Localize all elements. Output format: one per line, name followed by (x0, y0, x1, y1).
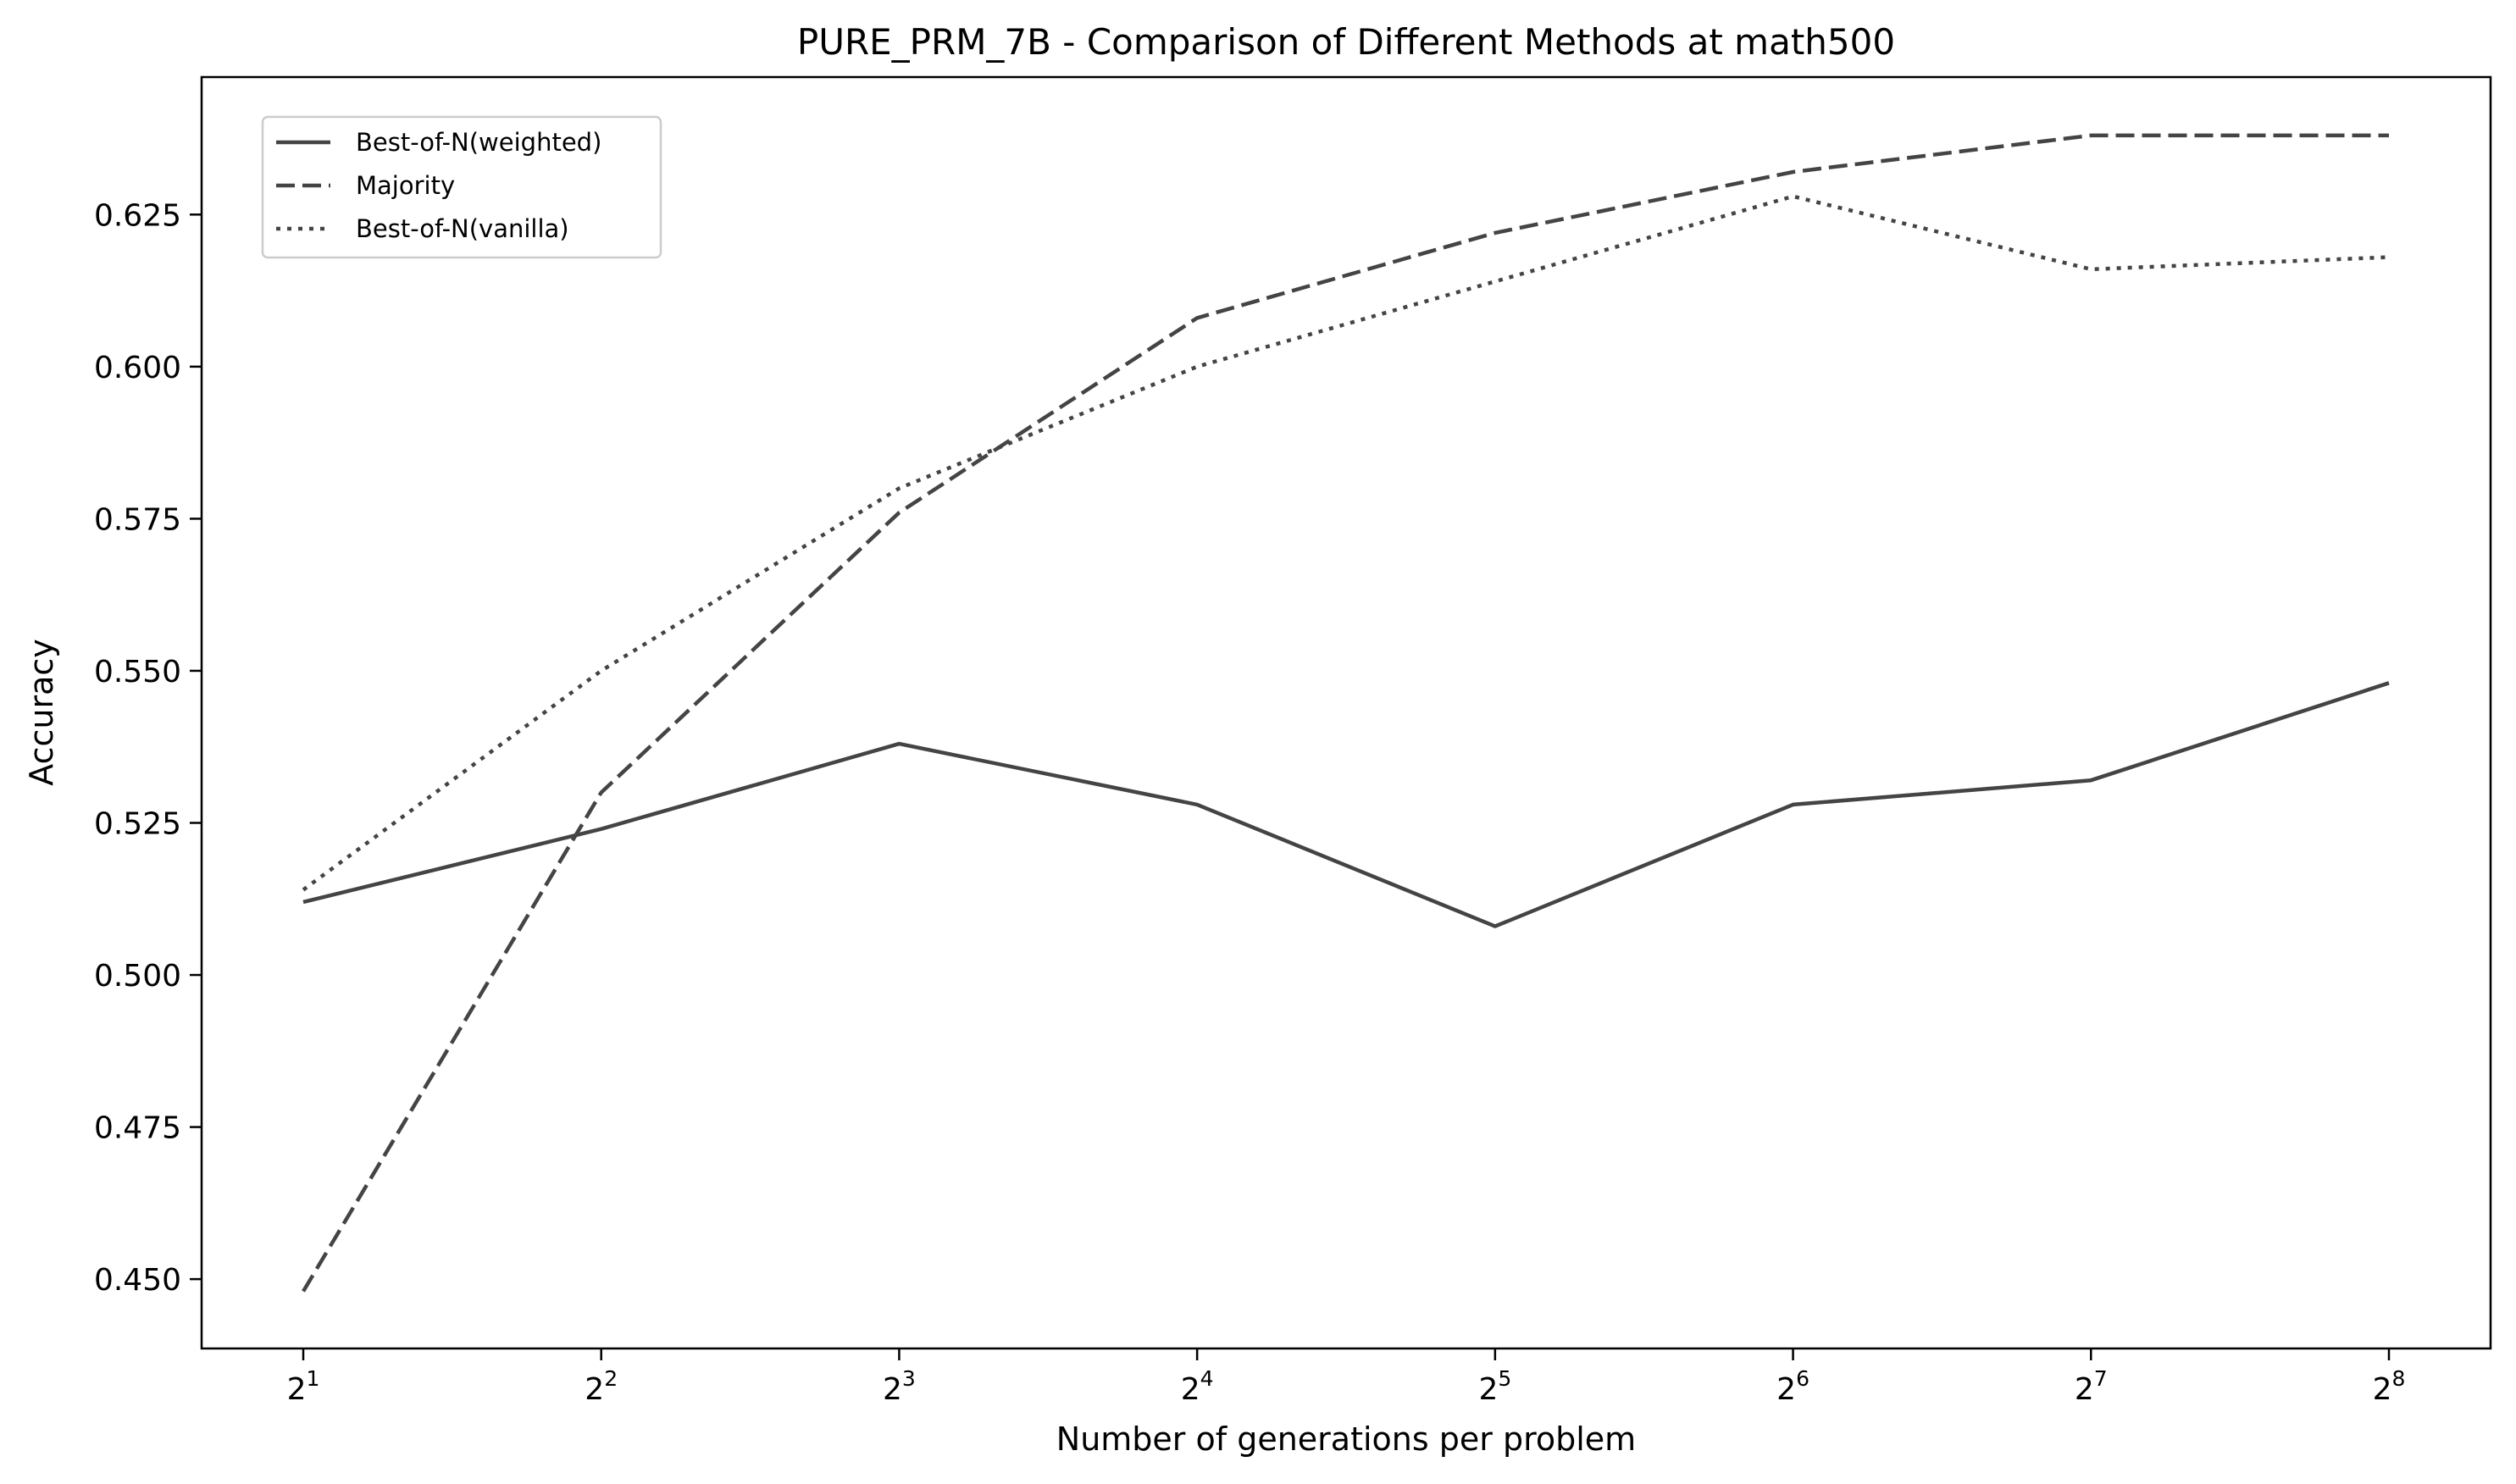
x-tick-base-2: 2 (883, 1372, 902, 1407)
x-tick-label-3: 24 (1181, 1366, 1214, 1407)
y-tick-label-7: 0.625 (94, 198, 181, 233)
legend: Best-of-N(weighted) Majority Best-of-N(van… (261, 115, 662, 259)
plot-area (200, 75, 2492, 1350)
y-tick-label-3: 0.525 (94, 806, 181, 841)
chart-title: PURE_PRM_7B - Comparison of Different Me… (797, 21, 1895, 63)
x-tick-base-5: 2 (1776, 1372, 1796, 1407)
data-point-1-0 (301, 1288, 306, 1293)
x-tick-base-3: 2 (1181, 1372, 1200, 1407)
data-point-0-5 (1791, 802, 1796, 807)
series-line-2 (302, 194, 2390, 892)
data-point-0-7 (2386, 680, 2391, 685)
x-tick-label-7: 28 (2373, 1366, 2406, 1407)
y-axis-label: Accuracy (23, 639, 60, 786)
data-point-0-0 (301, 900, 306, 905)
data-point-2-4 (1493, 279, 1498, 284)
y-tick-label-4: 0.550 (94, 655, 181, 689)
y-tick-label-5: 0.575 (94, 502, 181, 537)
series-line-1 (302, 133, 2389, 1293)
data-point-2-1 (599, 668, 604, 673)
x-tick-label-4: 25 (1478, 1366, 1511, 1407)
data-point-1-1 (599, 790, 604, 795)
data-point-2-7 (2386, 255, 2391, 260)
x-tick-base-7: 2 (2373, 1372, 2392, 1407)
data-point-1-5 (1791, 169, 1796, 174)
series-0 (301, 680, 2391, 929)
x-axis-label: Number of generations per problem (1056, 1420, 1636, 1458)
legend-label-2: Best-of-N(vanilla) (356, 214, 569, 243)
data-point-1-6 (2088, 133, 2093, 138)
data-point-2-5 (1791, 194, 1796, 199)
x-tick-base-6: 2 (2075, 1372, 2094, 1407)
data-point-1-7 (2386, 133, 2391, 138)
series-1 (301, 133, 2391, 1293)
data-point-2-0 (301, 887, 306, 892)
data-point-0-3 (1194, 802, 1200, 807)
x-tick-base-1: 2 (585, 1372, 604, 1407)
x-tick-exponent-1: 2 (604, 1366, 618, 1391)
y-tick-label-0: 0.450 (94, 1263, 181, 1298)
data-point-2-3 (1194, 364, 1200, 369)
data-point-1-2 (896, 510, 901, 515)
data-point-0-1 (599, 827, 604, 832)
legend-label-0: Best-of-N(weighted) (356, 128, 601, 157)
x-tick-base-4: 2 (1478, 1372, 1498, 1407)
data-point-2-2 (896, 485, 901, 490)
x-tick-label-6: 27 (2075, 1366, 2108, 1407)
x-tick-exponent-2: 3 (902, 1366, 916, 1391)
y-tick-label-2: 0.500 (94, 959, 181, 994)
legend-label-1: Majority (356, 171, 455, 200)
x-axis: 21 22 23 24 25 26 27 28 (287, 1348, 2406, 1407)
x-tick-exponent-6: 7 (2094, 1366, 2108, 1391)
x-tick-label-2: 23 (883, 1366, 916, 1407)
x-tick-label-0: 21 (287, 1366, 320, 1407)
x-tick-label-1: 22 (585, 1366, 618, 1407)
series-layer (301, 133, 2391, 1293)
x-tick-exponent-4: 5 (1498, 1366, 1511, 1391)
data-point-1-4 (1493, 230, 1498, 235)
y-tick-label-1: 0.475 (94, 1111, 181, 1146)
data-point-2-6 (2088, 267, 2093, 272)
data-point-1-3 (1194, 315, 1200, 320)
series-2 (301, 194, 2391, 892)
data-point-0-2 (896, 741, 901, 746)
x-tick-base-0: 2 (287, 1372, 307, 1407)
y-tick-label-6: 0.600 (94, 351, 181, 385)
series-line-0 (302, 681, 2390, 928)
data-point-0-4 (1493, 924, 1498, 929)
legend-box (261, 115, 662, 259)
data-point-0-6 (2088, 778, 2093, 783)
x-tick-exponent-7: 8 (2392, 1366, 2406, 1391)
x-tick-exponent-3: 4 (1200, 1366, 1214, 1391)
y-axis: 0.450 0.475 0.500 0.525 0.550 0.575 0.600 0.625 (94, 198, 202, 1298)
x-tick-exponent-5: 6 (1796, 1366, 1809, 1391)
x-tick-exponent-0: 1 (307, 1366, 320, 1391)
x-tick-label-5: 26 (1776, 1366, 1809, 1407)
